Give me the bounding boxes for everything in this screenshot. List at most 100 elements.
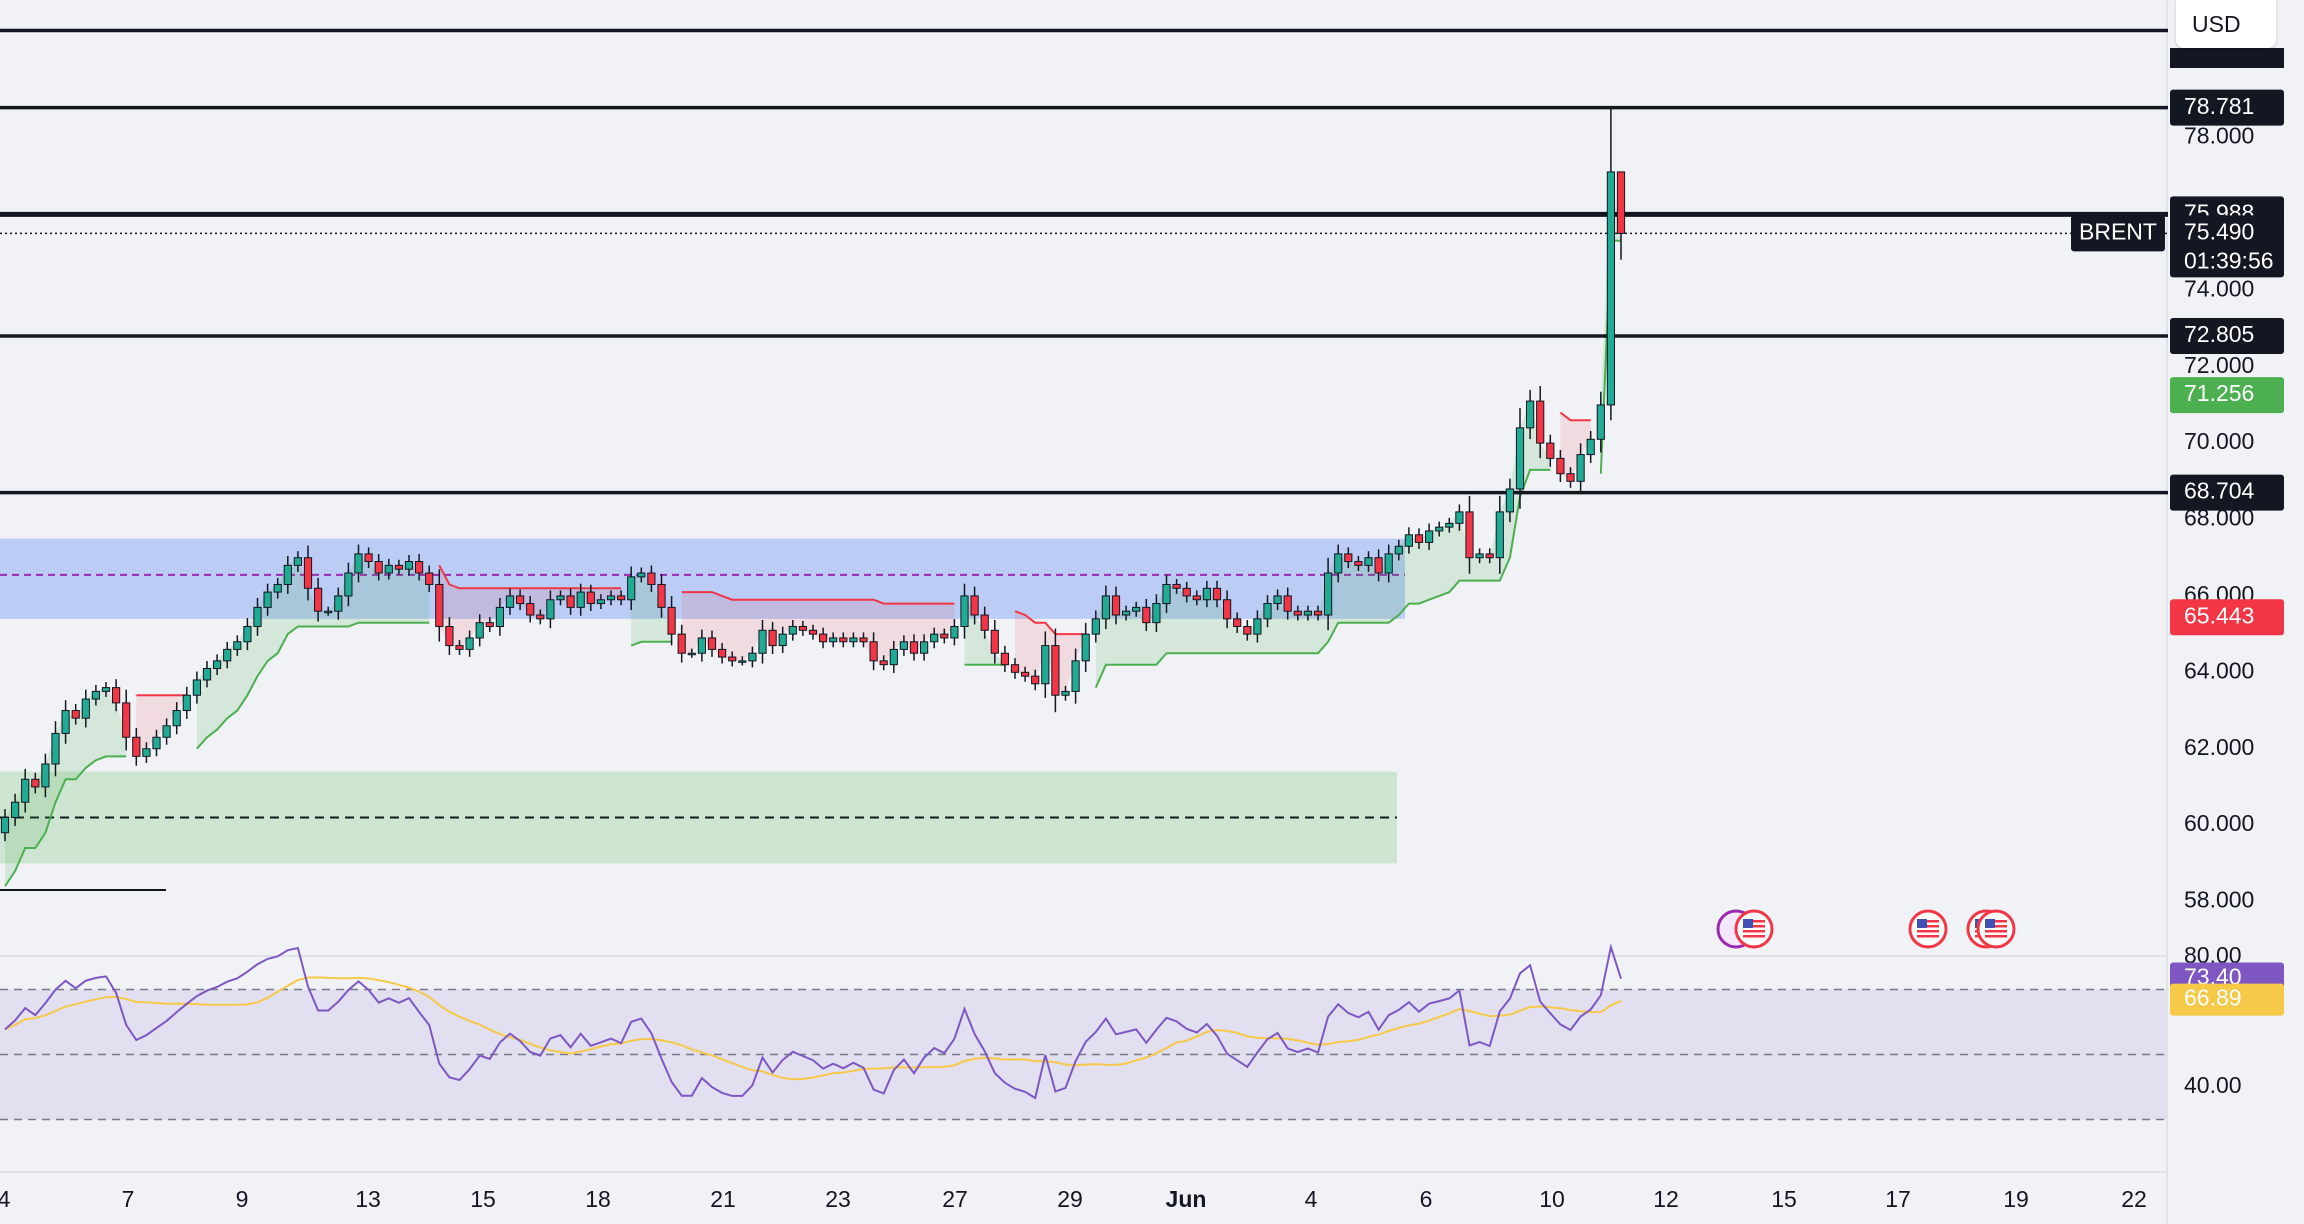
candle-countdown: 01:39:56 bbox=[2184, 247, 2274, 273]
trail-down-fill bbox=[681, 592, 955, 665]
candle-body bbox=[71, 710, 80, 719]
flag-stripe bbox=[1917, 925, 1939, 928]
candle-body bbox=[788, 625, 797, 635]
candle-body bbox=[707, 637, 717, 650]
flag-stripe bbox=[1985, 935, 2007, 938]
us-flag-event-icon[interactable] bbox=[1976, 909, 2016, 949]
candle-body bbox=[576, 591, 585, 608]
candle-body bbox=[516, 595, 525, 605]
candle-body bbox=[283, 564, 292, 585]
level-price-tag-bg bbox=[2170, 474, 2284, 511]
rsi-line bbox=[4, 943, 1622, 1100]
trail-up-fill bbox=[631, 573, 672, 646]
candle-body bbox=[798, 625, 807, 631]
price-tick-label: 74.000 bbox=[2184, 275, 2254, 301]
candle-body bbox=[970, 595, 979, 616]
candle-body bbox=[728, 656, 737, 662]
candle-body bbox=[182, 694, 191, 712]
flag-stripe bbox=[1743, 930, 1765, 933]
bear-price-tag-bg bbox=[2170, 599, 2284, 636]
candle-body bbox=[1142, 606, 1151, 624]
candle-body bbox=[677, 633, 686, 654]
candle-body bbox=[425, 572, 434, 585]
time-tick-label: 21 bbox=[710, 1186, 736, 1212]
candle-body bbox=[566, 595, 575, 608]
candle-body bbox=[495, 606, 504, 627]
us-flag-event-icon[interactable] bbox=[1734, 909, 1774, 949]
candle-body bbox=[435, 583, 444, 627]
candle-body bbox=[1465, 511, 1474, 559]
candle-body bbox=[1455, 511, 1464, 524]
candle-body bbox=[192, 679, 202, 696]
candle-body bbox=[950, 625, 959, 639]
candle-body bbox=[364, 553, 373, 563]
candle-body bbox=[253, 606, 262, 627]
time-tick-label: 27 bbox=[942, 1186, 968, 1212]
flag-stripe bbox=[1985, 930, 2007, 933]
candle-body bbox=[293, 557, 302, 566]
candle-body bbox=[758, 629, 767, 654]
candle-body bbox=[1081, 633, 1090, 662]
trail-up-fill bbox=[1095, 401, 1551, 688]
trail-price-tag: 71.256 bbox=[2184, 380, 2254, 406]
candle-body bbox=[1031, 675, 1040, 685]
trail-up-line bbox=[630, 640, 672, 647]
candle-body bbox=[273, 583, 282, 593]
candle-body bbox=[1606, 171, 1616, 406]
time-tick-label: 7 bbox=[122, 1186, 135, 1212]
candle-body bbox=[1263, 603, 1272, 620]
candle-body bbox=[829, 637, 838, 643]
level-price-tag: 78.781 bbox=[2184, 93, 2254, 119]
candle-body bbox=[637, 572, 646, 578]
candle-body bbox=[1404, 534, 1414, 547]
us-flag-event-icon[interactable] bbox=[1908, 909, 1948, 949]
candle-body bbox=[1536, 400, 1545, 444]
candle-body bbox=[394, 564, 403, 570]
bear-price-tag: 65.443 bbox=[2184, 602, 2254, 628]
currency-label: USD bbox=[2192, 10, 2241, 37]
candle-body bbox=[1132, 606, 1141, 612]
candle-body bbox=[81, 698, 90, 719]
candle-body bbox=[1091, 618, 1100, 635]
trail-down-line bbox=[1014, 610, 1086, 636]
candle-body bbox=[1546, 442, 1555, 459]
candle-body bbox=[233, 641, 242, 650]
candle-body bbox=[51, 732, 60, 765]
candle-body bbox=[1354, 561, 1363, 566]
candle-body bbox=[142, 748, 151, 757]
candle-body bbox=[869, 641, 878, 662]
candle-body bbox=[354, 553, 363, 574]
trail-down-line bbox=[1559, 411, 1591, 422]
candle-body bbox=[627, 576, 636, 601]
candle-body bbox=[718, 648, 727, 658]
supply-zone bbox=[0, 538, 1405, 619]
candle-body bbox=[1111, 595, 1121, 616]
candle-body bbox=[768, 629, 777, 647]
price-tick-label: 58.000 bbox=[2184, 887, 2254, 913]
currency-selector[interactable]: USD bbox=[2176, 0, 2276, 48]
trail-price-tag-bg bbox=[2170, 377, 2284, 414]
candle-body bbox=[1202, 587, 1212, 601]
candle-body bbox=[1101, 595, 1111, 620]
candle-body bbox=[556, 595, 565, 601]
candle-body bbox=[152, 736, 161, 750]
candle-body bbox=[485, 622, 494, 627]
rsi-ma-value-tag-bg bbox=[2170, 983, 2284, 1016]
trail-up-line bbox=[4, 755, 127, 887]
candle-body bbox=[1414, 534, 1424, 543]
candle-body bbox=[31, 778, 40, 788]
trail-down-line bbox=[681, 591, 955, 605]
time-tick-label: 29 bbox=[1057, 1186, 1083, 1212]
candle-body bbox=[1172, 583, 1181, 589]
candle-body bbox=[1233, 618, 1242, 627]
candle-body bbox=[1374, 557, 1383, 574]
top-level-tag-bg bbox=[2170, 48, 2284, 68]
candle-body bbox=[960, 595, 969, 627]
time-tick-label: 17 bbox=[1885, 1186, 1911, 1212]
candle-body bbox=[1243, 625, 1252, 635]
candle-body bbox=[1293, 610, 1302, 616]
candle-body bbox=[808, 629, 818, 635]
candle-body bbox=[505, 595, 515, 608]
candle-body bbox=[132, 736, 141, 757]
